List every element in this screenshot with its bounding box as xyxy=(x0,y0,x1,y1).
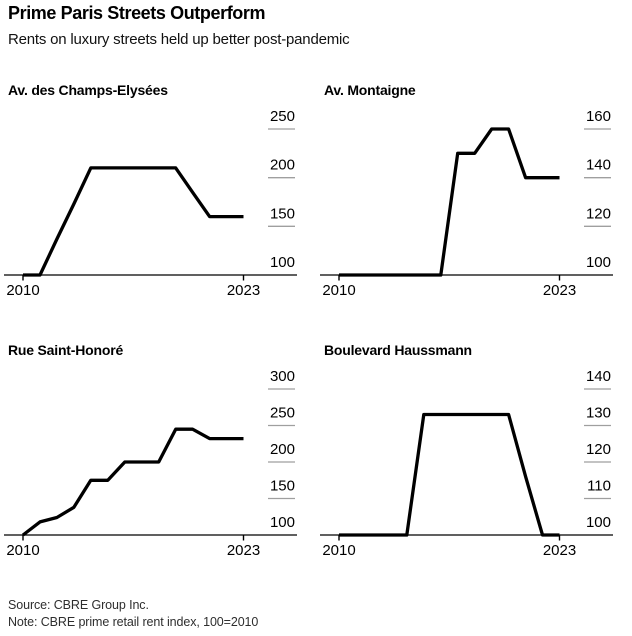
chart-panel-haussmann: Boulevard Haussmann 100 110 120 130 140 2010 2… xyxy=(316,337,632,561)
y-tick-label: 140 xyxy=(586,157,611,174)
footer: Source: CBRE Group Inc. Note: CBRE prime… xyxy=(0,597,632,631)
y-tick-label: 200 xyxy=(270,441,295,458)
chart-title: Rue Saint-Honoré xyxy=(8,342,124,358)
chart-plot-haussmann: 100 110 120 130 140 2010 2023 xyxy=(320,368,613,559)
y-tick-label: 110 xyxy=(587,478,611,495)
rent-index-line xyxy=(23,166,244,277)
y-tick-label: 150 xyxy=(270,205,295,222)
source-line: Source: CBRE Group Inc. xyxy=(8,598,149,612)
y-tick-label: 300 xyxy=(270,368,295,385)
y-tick-label: 120 xyxy=(586,205,611,222)
x-tick-label: 2010 xyxy=(6,542,39,559)
y-tick-label: 250 xyxy=(270,405,295,422)
y-tick-label: 100 xyxy=(586,514,611,531)
header: Prime Paris Streets Outperform Rents on … xyxy=(0,0,632,49)
chart-plot-champs-elysees: 100 150 200 250 2010 2023 xyxy=(4,108,297,299)
chart-panel-saint-honore: Rue Saint-Honoré 100 150 200 250 300 2010 2023 xyxy=(0,337,316,561)
chart-title: Boulevard Haussmann xyxy=(324,342,472,358)
y-tick-label: 130 xyxy=(586,405,611,422)
y-tick-label: 160 xyxy=(586,108,611,125)
chart-title: Av. Montaigne xyxy=(324,82,416,98)
y-tick-label: 100 xyxy=(586,254,611,271)
y-tick-label: 250 xyxy=(270,108,295,125)
page-title: Prime Paris Streets Outperform xyxy=(8,3,266,23)
y-tick-label: 100 xyxy=(270,254,295,271)
y-tick-label: 100 xyxy=(270,514,295,531)
x-tick-label: 2023 xyxy=(227,282,260,299)
chart-panel-champs-elysees: Av. des Champs-Elysées 100 150 200 250 2010 2… xyxy=(0,77,316,301)
y-tick-label: 140 xyxy=(586,368,611,385)
x-tick-label: 2010 xyxy=(6,282,39,299)
x-tick-label: 2023 xyxy=(543,282,576,299)
chart-plot-saint-honore: 100 150 200 250 300 2010 2023 xyxy=(4,368,297,559)
x-tick-label: 2010 xyxy=(322,282,355,299)
y-tick-label: 200 xyxy=(270,157,295,174)
chart-plot-montaigne: 100 120 140 160 2010 2023 xyxy=(320,108,613,299)
chart-panel-montaigne: Av. Montaigne 100 120 140 160 2010 2023 xyxy=(316,77,632,301)
chart-title: Av. des Champs-Elysées xyxy=(8,82,168,98)
x-tick-label: 2023 xyxy=(227,542,260,559)
rent-index-line xyxy=(339,412,560,537)
x-tick-label: 2023 xyxy=(543,542,576,559)
y-tick-label: 150 xyxy=(270,478,295,495)
note-line: Note: CBRE prime retail rent index, 100=… xyxy=(8,615,259,629)
page-subtitle: Rents on luxury streets held up better p… xyxy=(8,31,350,48)
y-tick-label: 120 xyxy=(586,441,611,458)
charts-grid: Av. des Champs-Elysées 100 150 200 250 2010 2… xyxy=(0,77,632,561)
rent-index-line xyxy=(339,127,560,277)
rent-index-line xyxy=(21,427,244,537)
x-tick-label: 2010 xyxy=(322,542,355,559)
